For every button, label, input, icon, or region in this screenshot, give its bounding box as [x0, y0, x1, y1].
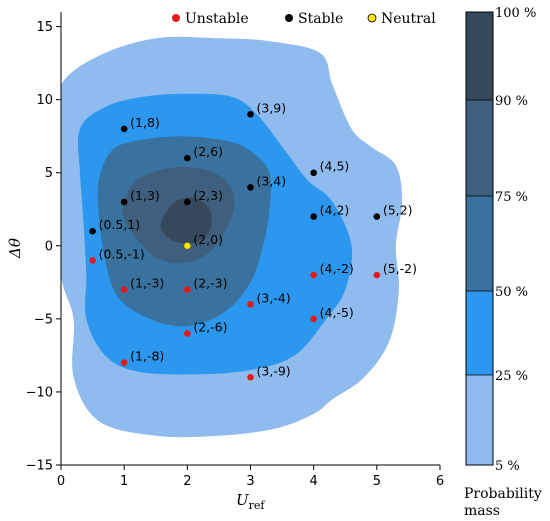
- legend-label-unstable: Unstable: [185, 11, 249, 27]
- x-tick-label: 6: [436, 474, 444, 489]
- point-neutral: [183, 242, 191, 250]
- y-tick-label: 15: [36, 20, 53, 35]
- x-tick-label: 4: [310, 474, 318, 489]
- y-tick-label: −5: [34, 312, 53, 327]
- point-unstable: [184, 286, 191, 293]
- point-label: (1,-3): [130, 276, 164, 291]
- point-stable: [247, 184, 254, 191]
- point-unstable: [247, 300, 254, 308]
- point-label: (3,-9): [257, 363, 291, 378]
- colorbar-tick-label: 25 %: [495, 369, 528, 384]
- colorbar-band-2: [466, 291, 493, 375]
- point-stable: [247, 110, 254, 118]
- colorbar-band-5: [466, 12, 493, 100]
- point-label: (2,0): [193, 232, 223, 247]
- point-label: (2,-3): [193, 276, 227, 291]
- y-tick-label: 10: [36, 93, 53, 108]
- point-stable: [310, 213, 317, 220]
- y-tick-label: 0: [45, 239, 53, 254]
- colorbar-band-4: [466, 100, 493, 196]
- legend-marker-unstable: [172, 14, 180, 22]
- point-stable: [310, 169, 317, 177]
- y-axis-label: Δθ: [6, 238, 24, 259]
- y-tick-label: 5: [45, 166, 53, 181]
- point-stable: [373, 213, 381, 220]
- point-stable: [120, 198, 128, 206]
- colorbar-band-1: [466, 375, 493, 465]
- legend-marker-neutral: [367, 13, 377, 23]
- point-stable: [89, 227, 96, 235]
- legend-label-stable: Stable: [298, 11, 343, 27]
- axis-labels: Uref Δθ: [6, 238, 265, 512]
- colorbar-label-line2: mass: [464, 503, 500, 519]
- point-label: (1,3): [130, 188, 160, 203]
- point-label: (1,-8): [130, 349, 164, 364]
- point-label: (4,2): [320, 203, 350, 218]
- point-label: (5,2): [383, 203, 413, 218]
- x-tick-label: 0: [57, 474, 65, 489]
- point-label: (1,8): [130, 115, 160, 130]
- x-tick-label: 5: [373, 474, 381, 489]
- point-unstable: [184, 330, 191, 337]
- point-unstable: [310, 315, 317, 323]
- axes: 0 1 2 3 4 5 6 −15 −10 −5 0 5 10 15: [26, 12, 444, 489]
- x-tick-label: 3: [246, 474, 254, 489]
- legend: Unstable Stable Neutral: [172, 11, 436, 27]
- colorbar-tick-label: 50 %: [495, 285, 528, 300]
- scatter-points: (1,8) (3,9) (2,6) (4,5) (1,3) (2,3) (3,4) (0.5,…: [89, 100, 417, 381]
- x-tick-label: 2: [183, 474, 191, 489]
- point-label: (5,-2): [383, 261, 417, 276]
- point-unstable: [310, 271, 317, 279]
- point-label: (4,-5): [320, 305, 354, 320]
- point-label: (4,5): [320, 159, 350, 174]
- point-label: (2,-6): [193, 319, 227, 334]
- colorbar-tick-label: 5 %: [495, 459, 520, 474]
- x-tick-label: 1: [120, 474, 128, 489]
- y-tick-label: −15: [26, 459, 53, 474]
- point-stable: [184, 154, 191, 162]
- point-label: (2,3): [193, 188, 223, 203]
- point-stable: [184, 198, 191, 206]
- x-axis-label: Uref: [236, 491, 265, 512]
- point-label: (3,-4): [257, 290, 291, 305]
- point-label: (0.5,1): [99, 217, 141, 232]
- point-unstable: [373, 271, 381, 279]
- point-label: (3,4): [257, 173, 287, 188]
- point-label: (3,9): [257, 100, 287, 115]
- density-contours: [61, 36, 403, 438]
- point-unstable: [120, 286, 128, 293]
- point-label: (4,-2): [320, 261, 354, 276]
- point-stable: [120, 125, 128, 133]
- colorbar-band-3: [466, 196, 493, 291]
- colorbar-tick-label: 100 %: [495, 6, 536, 21]
- point-unstable: [120, 359, 128, 367]
- colorbar-tick-label: 90 %: [495, 94, 528, 109]
- point-label: (2,6): [193, 144, 223, 159]
- colorbar-tick-label: 75 %: [495, 190, 528, 205]
- point-unstable: [247, 374, 254, 381]
- colorbar-label-line1: Probability: [464, 486, 542, 502]
- point-label: (0.5,-1): [99, 246, 145, 261]
- contour-region-5: [160, 197, 212, 244]
- point-unstable: [89, 257, 96, 264]
- legend-marker-stable: [285, 14, 293, 22]
- legend-label-neutral: Neutral: [381, 11, 436, 27]
- y-tick-label: −10: [26, 385, 53, 400]
